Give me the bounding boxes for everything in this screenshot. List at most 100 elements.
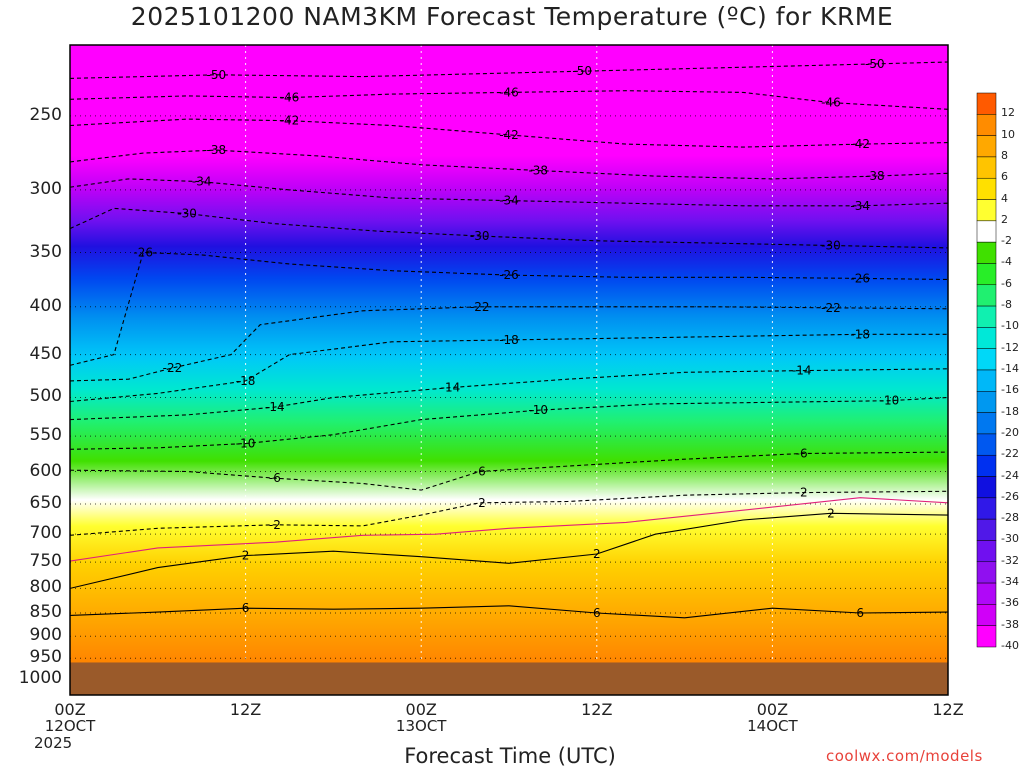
isotherm-line [70,207,948,249]
isotherm-label: -30 [470,229,490,243]
colorbar-label: -12 [1001,340,1019,354]
chart-title: 2025101200 NAM3KM Forecast Temperature (… [130,2,894,31]
colorbar-label: -34 [1001,575,1019,589]
y-tick-label: 950 [29,647,62,668]
colorbar-bin [976,369,997,392]
isotherm-line [70,251,948,366]
isotherm-line [70,61,948,79]
y-tick-label: 750 [29,551,62,572]
isotherm-label: -34 [499,194,519,208]
colorbar-bin [976,433,997,456]
colorbar-label: -32 [1001,553,1019,567]
x-tick-line: 12Z [229,700,262,719]
colorbar-label: -26 [1001,489,1019,503]
colorbar-bin [976,135,997,158]
isotherm-label: -42 [850,137,870,151]
isotherm-line [70,605,948,619]
x-tick-line: 00Z [756,700,789,719]
isotherm-label: -46 [499,85,519,99]
y-tick-label: 600 [29,460,62,481]
colorbar-bin [976,561,997,584]
colorbar-label: -4 [1001,255,1012,269]
x-tick-label: 12Z [557,701,637,718]
colorbar-bin [976,518,997,541]
isotherm-label: -50 [865,57,885,71]
colorbar-bin [976,284,997,307]
isotherm-label: -42 [280,114,300,128]
isotherm-label: -22 [163,361,183,375]
isotherm-label: -30 [821,239,841,253]
isotherm-label: -50 [207,68,227,82]
colorbar-bin [976,220,997,243]
colorbar-bin [976,327,997,349]
isotherm-label: -42 [499,128,519,142]
isotherm-label: -46 [280,91,300,105]
ground-layer [70,662,948,695]
colorbar-label: -8 [1001,298,1012,312]
colorbar-label: -40 [1001,639,1019,652]
isotherm-label: -18 [236,374,256,388]
colorbar-bin [976,348,997,371]
colorbar-label: -28 [1001,511,1019,525]
y-tick-label: 400 [29,295,62,316]
x-tick-line: 13OCT [395,717,447,735]
y-tick-label: 350 [29,241,62,262]
isotherm-label: -10 [236,436,256,450]
x-axis-label: Forecast Time (UTC) [404,744,616,768]
colorbar-label: -14 [1001,362,1019,375]
isotherm-label: -6 [269,471,281,485]
y-tick-label: 650 [29,493,62,514]
isotherm-label: -18 [850,327,870,341]
colorbar-bin [976,305,997,328]
isotherm-label: -38 [865,169,885,183]
colorbar-bin [976,582,997,605]
isotherm-label: -26 [499,268,519,282]
isotherm-line [70,396,948,450]
isotherm-label: -10 [528,403,548,417]
y-tick-label: 850 [29,602,62,623]
colorbar-label: -10 [1001,319,1019,333]
colorbar-bin [976,199,997,222]
isotherm-line [70,368,948,421]
y-tick-label: 550 [29,425,62,446]
isotherm-label: -22 [470,300,490,314]
isotherm-label: -2 [474,496,486,510]
isotherm-label: -18 [499,333,519,347]
y-tick-label: 250 [29,104,62,125]
x-tick-line: 00Z [54,700,86,719]
colorbar-bin [976,540,997,563]
isotherm-label: -10 [880,394,900,408]
colorbar-label: 4 [1001,191,1008,205]
colorbar-label: -16 [1001,383,1019,397]
colorbar-label: -36 [1001,596,1019,610]
isotherm-label: -14 [441,381,461,395]
colorbar-label: 12 [1001,106,1015,120]
colorbar-bin [976,92,997,115]
isotherm-line [70,118,948,148]
plot-frame [69,44,949,696]
colorbar-bin [976,625,997,648]
y-tick-label: 450 [29,343,62,364]
isotherm-label: 6 [242,601,250,615]
x-tick-line: 12Z [581,700,613,719]
temperature-shading [70,45,948,695]
isotherm-label: -26 [850,271,870,285]
y-tick-label: 800 [29,577,62,598]
isotherm-label: 6 [856,606,864,620]
x-tick-label: 00Z 12OCT 2025 [30,701,110,752]
colorbar-label: -20 [1001,425,1019,439]
credit-link[interactable]: coolwx.com/models [826,747,983,765]
isotherm-label: -22 [821,301,841,315]
x-tick-label: 00Z 13OCT [381,701,461,735]
colorbar-label: -38 [1001,617,1019,631]
colorbar-bin [976,454,997,477]
colorbar-bin [976,156,997,179]
colorbar-bin [976,476,997,499]
x-tick-line: 2025 [34,734,73,752]
isotherm-label: -34 [192,175,212,189]
isotherm-line [70,512,948,589]
colorbar-label: -30 [1001,532,1019,546]
x-tick-label: 12Z [908,701,988,718]
y-tick-label: 900 [29,625,62,646]
